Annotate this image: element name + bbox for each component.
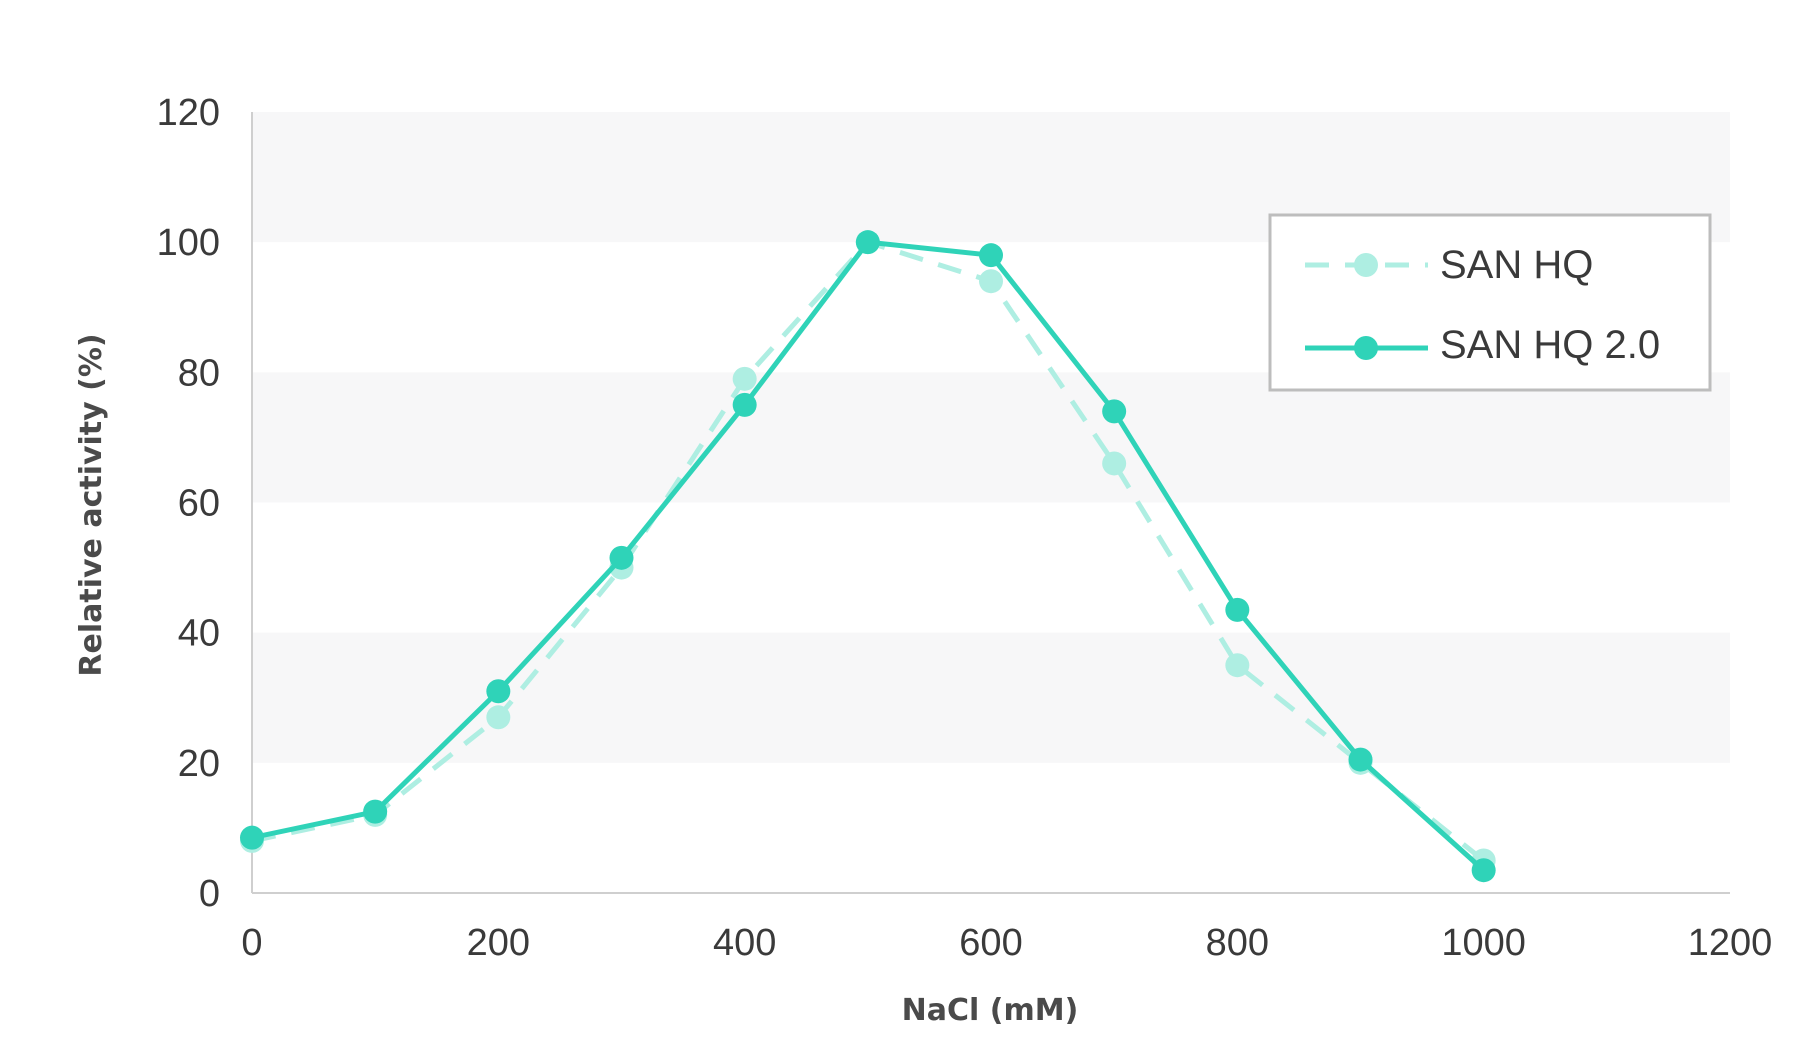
data-point [979,269,1003,294]
x-tick-labels: 0 200 400 600 800 1000 1200 [241,922,1772,964]
data-point [486,679,511,704]
legend-label-san-hq: SAN HQ [1440,243,1593,287]
data-point [609,545,634,570]
y-tick-label: 60 [178,483,220,525]
data-point [1225,653,1250,678]
x-axis-title: NaCl (mM) [902,993,1079,1028]
x-tick-label: 600 [959,922,1022,964]
data-point [1102,451,1127,476]
data-point [1102,399,1127,424]
y-tick-label: 120 [157,92,220,134]
y-tick-labels: 0 20 40 60 80 100 120 [157,92,220,915]
grid-band [252,372,1730,503]
legend-label-san-hq-2: SAN HQ 2.0 [1440,323,1660,367]
x-tick-label: 0 [241,922,262,964]
x-tick-label: 200 [467,922,530,964]
x-tick-label: 1000 [1441,922,1526,964]
y-tick-label: 80 [178,352,220,394]
data-point [363,799,388,824]
data-point [1471,858,1496,883]
data-point [1348,747,1373,772]
x-tick-label: 400 [713,922,776,964]
data-point [979,243,1003,268]
x-tick-label: 800 [1206,922,1269,964]
data-point [855,230,880,255]
legend-marker-san-hq-2 [1354,336,1378,360]
x-tick-label: 1200 [1688,922,1773,964]
y-tick-label: 0 [199,873,220,915]
data-point [732,366,757,391]
series-layer [240,230,1496,883]
y-tick-label: 40 [178,613,220,655]
y-tick-label: 20 [178,743,220,785]
legend-box [1268,213,1712,392]
y-tick-label: 100 [157,222,220,264]
series-1 [240,230,1496,883]
legend: SAN HQ SAN HQ 2.0 [1268,213,1712,392]
data-point [732,392,757,417]
grid-bands [252,112,1730,763]
data-point [486,705,511,730]
y-axis-title: Relative activity (%) [74,333,109,676]
axes [251,112,1730,894]
grid-band [252,632,1730,763]
legend-marker-san-hq [1354,253,1378,277]
data-point [1225,597,1250,622]
data-point [240,825,264,850]
